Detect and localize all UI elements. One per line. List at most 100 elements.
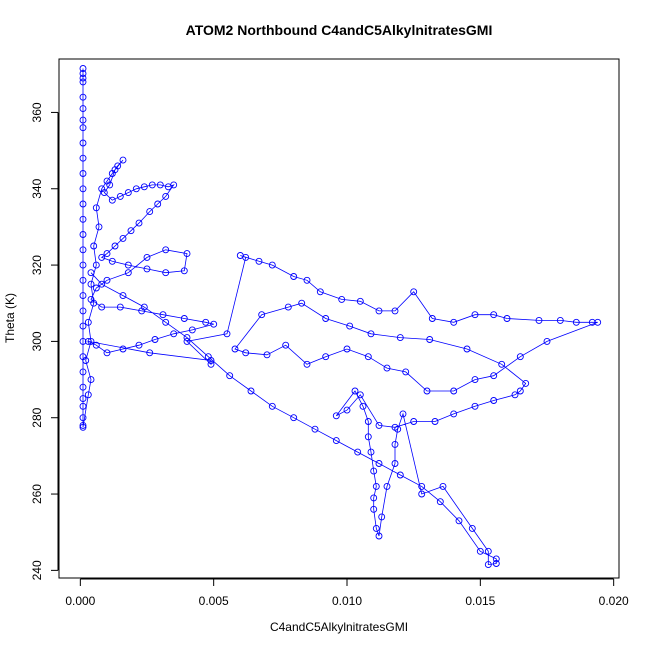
x-tick-label: 0.015: [465, 594, 495, 608]
data-point: [132, 185, 140, 193]
data-point: [79, 200, 87, 208]
data-point: [332, 437, 340, 445]
series-layer: [79, 65, 602, 569]
plot-frame: [58, 58, 620, 579]
data-point: [79, 215, 87, 223]
data-point: [159, 311, 167, 319]
data-point: [79, 292, 87, 300]
x-axis: 0.000 0.005 0.010 0.015 0.020: [65, 578, 629, 608]
data-point: [223, 330, 231, 338]
data-point: [471, 311, 479, 319]
data-point: [370, 467, 378, 475]
y-tick-label: 240: [30, 560, 44, 580]
data-point: [588, 318, 596, 326]
data-point: [79, 231, 87, 238]
data-point: [103, 349, 111, 357]
data-point: [92, 261, 100, 269]
data-point: [498, 360, 506, 368]
data-point: [79, 124, 87, 132]
data-point: [92, 341, 100, 349]
data-point: [351, 387, 359, 395]
data-point: [162, 269, 170, 277]
data-point: [140, 303, 148, 311]
data-point: [450, 410, 458, 418]
data-point: [255, 257, 263, 265]
data-point: [236, 252, 244, 259]
data-point: [79, 276, 87, 284]
data-point: [135, 341, 143, 349]
data-point: [428, 315, 436, 322]
y-tick-label: 280: [30, 407, 44, 427]
data-point: [242, 349, 250, 357]
data-point: [338, 295, 346, 303]
data-point: [124, 189, 132, 197]
data-point: [98, 303, 106, 311]
data-point: [343, 345, 351, 353]
data-point: [124, 261, 132, 269]
data-point: [391, 460, 399, 467]
data-point: [79, 246, 87, 254]
data-point: [180, 267, 188, 275]
data-point: [79, 154, 87, 162]
data-point: [207, 360, 215, 368]
data-point: [410, 418, 418, 425]
data-point: [431, 418, 439, 425]
x-tick-label: 0.010: [332, 594, 362, 608]
data-point: [343, 406, 351, 414]
data-point: [282, 341, 290, 349]
x-tick-label: 0.020: [599, 594, 629, 608]
y-tick-label: 260: [30, 484, 44, 504]
data-point: [556, 316, 564, 324]
data-point: [311, 425, 319, 433]
data-point: [79, 421, 87, 429]
data-point: [79, 116, 87, 124]
data-point: [87, 280, 95, 288]
data-point: [490, 372, 498, 380]
data-point: [151, 336, 159, 343]
data-point: [322, 315, 330, 322]
data-point: [162, 318, 170, 326]
data-point: [372, 524, 380, 532]
data-point: [303, 360, 311, 368]
data-point: [268, 261, 276, 269]
data-point: [143, 265, 151, 273]
data-point: [79, 139, 87, 147]
data-point: [370, 494, 378, 502]
data-point: [426, 336, 434, 343]
data-point: [111, 166, 119, 174]
data-point: [375, 532, 383, 540]
data-point: [103, 276, 111, 284]
data-point: [119, 234, 127, 242]
data-point: [170, 330, 178, 338]
data-point: [450, 387, 458, 395]
data-point: [484, 561, 492, 569]
data-point: [418, 490, 426, 498]
data-point: [98, 280, 106, 288]
y-tick-label: 340: [30, 178, 44, 198]
data-point: [156, 181, 164, 189]
data-point: [439, 482, 447, 490]
data-point: [418, 482, 426, 490]
data-point: [423, 387, 431, 395]
data-point: [303, 276, 311, 284]
data-point: [87, 376, 95, 384]
data-point: [79, 423, 87, 431]
data-point: [116, 303, 124, 311]
data-point: [79, 261, 87, 269]
data-point: [87, 295, 95, 303]
data-point: [372, 482, 380, 490]
y-tick-label: 300: [30, 331, 44, 351]
x-axis-label: C4andC5AlkylnitratesGMI: [270, 620, 408, 634]
y-axis-label: Theta (K): [3, 293, 17, 343]
data-point: [492, 555, 500, 563]
data-point: [356, 297, 364, 305]
data-point: [79, 322, 87, 330]
data-point: [79, 337, 87, 345]
data-point: [436, 498, 444, 506]
data-point: [146, 208, 154, 216]
data-point: [410, 288, 418, 296]
data-point: [394, 425, 402, 433]
data-point: [79, 383, 87, 391]
data-point: [284, 303, 292, 311]
